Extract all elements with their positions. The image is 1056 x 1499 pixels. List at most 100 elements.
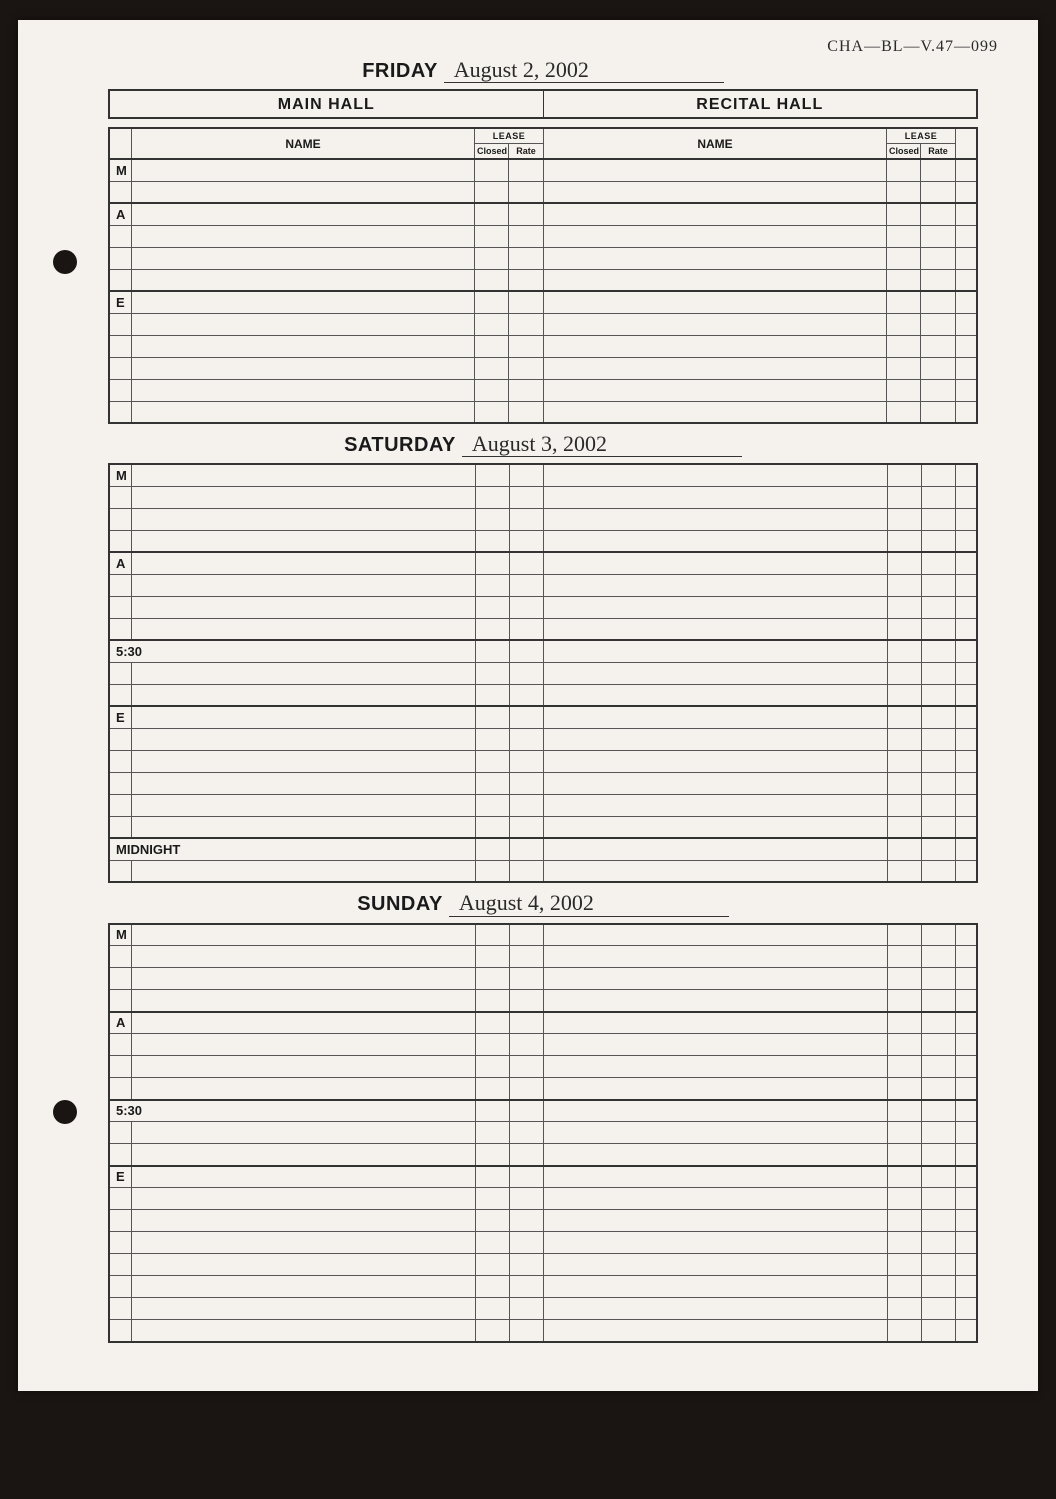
- cell: [887, 1078, 921, 1100]
- cell: [131, 1276, 475, 1298]
- cell: [543, 1078, 887, 1100]
- cell: [475, 225, 509, 247]
- cell: [921, 530, 955, 552]
- cell: [955, 946, 977, 968]
- day-title: FRIDAYAugust 2, 2002: [108, 58, 978, 83]
- cell: [475, 1232, 509, 1254]
- header-blank: [955, 128, 977, 159]
- day-of-week: SATURDAY: [344, 434, 456, 457]
- cell: [475, 750, 509, 772]
- table-row: A: [109, 552, 977, 574]
- cell: [475, 291, 509, 313]
- cell: [921, 946, 955, 968]
- cell: [131, 684, 475, 706]
- cell: [955, 1056, 977, 1078]
- cell: [955, 486, 977, 508]
- cell: [921, 269, 955, 291]
- cell: [509, 1320, 543, 1342]
- cell: [475, 1078, 509, 1100]
- cell: [543, 772, 887, 794]
- cell: [131, 401, 475, 423]
- cell: [509, 1210, 543, 1232]
- cell: [131, 1232, 475, 1254]
- cell: [887, 684, 921, 706]
- cell: [887, 159, 921, 181]
- table-row: M: [109, 159, 977, 181]
- table-row: [109, 596, 977, 618]
- cell: [887, 552, 921, 574]
- row-label-cell: [109, 1210, 131, 1232]
- cell: [543, 684, 887, 706]
- row-label-cell: [109, 946, 131, 968]
- cell: [131, 291, 475, 313]
- cell: [475, 552, 509, 574]
- cell: [509, 269, 543, 291]
- cell: [475, 335, 509, 357]
- cell: [475, 684, 509, 706]
- table-row: M: [109, 924, 977, 946]
- cell: [543, 816, 887, 838]
- cell: [131, 508, 475, 530]
- cell: [131, 1034, 475, 1056]
- cell: [887, 728, 921, 750]
- cell: [543, 618, 887, 640]
- cell: [955, 1188, 977, 1210]
- cell: [921, 1122, 955, 1144]
- cell: [475, 946, 509, 968]
- cell: [131, 313, 475, 335]
- cell: [921, 203, 955, 225]
- cell: [475, 990, 509, 1012]
- cell: [921, 706, 955, 728]
- cell: [955, 357, 977, 379]
- cell: [509, 706, 543, 728]
- cell: [955, 816, 977, 838]
- cell: [921, 750, 955, 772]
- cell: [509, 1056, 543, 1078]
- cell: [131, 1056, 475, 1078]
- cell: [921, 772, 955, 794]
- row-label-cell: [109, 225, 131, 247]
- cell: [921, 1056, 955, 1078]
- archive-reference: CHA—BL—V.47—099: [827, 38, 998, 56]
- row-label-cell: A: [109, 1012, 131, 1034]
- cell: [131, 968, 475, 990]
- cell: [131, 860, 475, 882]
- table-row: [109, 225, 977, 247]
- schedule-table: MA5:30EMIDNIGHT: [108, 463, 978, 883]
- cell: [921, 313, 955, 335]
- day-title: SUNDAYAugust 4, 2002: [108, 891, 978, 916]
- row-label-cell: [109, 772, 131, 794]
- table-row: [109, 357, 977, 379]
- cell: [887, 1122, 921, 1144]
- table-row: [109, 1210, 977, 1232]
- cell: [955, 968, 977, 990]
- cell: [955, 1166, 977, 1188]
- cell: [921, 1210, 955, 1232]
- day-of-week: FRIDAY: [362, 60, 438, 83]
- cell: [921, 1144, 955, 1166]
- cell: [955, 684, 977, 706]
- cell: [475, 1144, 509, 1166]
- cell: [887, 1210, 921, 1232]
- table-row: [109, 508, 977, 530]
- cell: [887, 1100, 921, 1122]
- cell: [887, 335, 921, 357]
- cell: [509, 816, 543, 838]
- cell: [955, 750, 977, 772]
- cell: [509, 1034, 543, 1056]
- table-row: [109, 1078, 977, 1100]
- row-label-cell: [109, 269, 131, 291]
- cell: [475, 1188, 509, 1210]
- cell: [921, 401, 955, 423]
- cell: [543, 1166, 887, 1188]
- table-row: [109, 618, 977, 640]
- cell: [955, 464, 977, 486]
- row-label-cell: [109, 247, 131, 269]
- cell: [131, 990, 475, 1012]
- cell: [955, 291, 977, 313]
- cell: [509, 486, 543, 508]
- cell: [921, 379, 955, 401]
- cell: [887, 1254, 921, 1276]
- header-blank: [109, 128, 131, 159]
- cell: [887, 530, 921, 552]
